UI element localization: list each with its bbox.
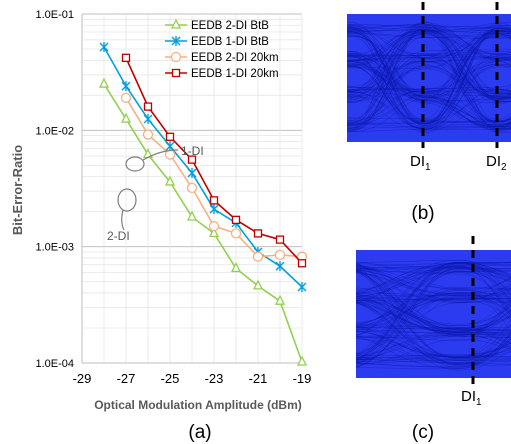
x-tick-label: -21 bbox=[249, 371, 268, 386]
eye-c-caption: (c) bbox=[412, 422, 434, 443]
data-point bbox=[209, 204, 219, 215]
y-tick-label: 1.0E-02 bbox=[35, 125, 74, 137]
data-point bbox=[275, 261, 285, 272]
data-point bbox=[275, 235, 285, 244]
data-point bbox=[171, 68, 181, 78]
y-tick-label: 1.0E-03 bbox=[35, 242, 74, 254]
y-axis-label: Bit-Error-Ratio bbox=[10, 145, 25, 235]
legend-label: EEDB 2-DI BtB bbox=[191, 20, 269, 32]
data-point bbox=[98, 77, 110, 88]
data-point bbox=[121, 53, 131, 62]
y-tick-label: 1.0E-01 bbox=[35, 9, 74, 21]
legend: EEDB 2-DI BtB EEDB 1-DI BtB EEDB 2-DI 20km… bbox=[165, 18, 279, 80]
data-point bbox=[208, 221, 220, 232]
data-point bbox=[231, 215, 241, 225]
x-tick-label: -29 bbox=[73, 371, 92, 386]
data-point bbox=[252, 279, 264, 290]
data-point bbox=[297, 259, 307, 268]
data-point bbox=[297, 282, 307, 293]
data-point bbox=[274, 249, 286, 261]
data-point bbox=[186, 210, 198, 221]
annotation-1-di-label: 1-DI bbox=[181, 144, 204, 158]
x-tick-label: -23 bbox=[205, 371, 224, 386]
data-point bbox=[187, 167, 197, 178]
series-eedb-2-di-20km bbox=[120, 92, 308, 262]
x-tick-label: -25 bbox=[161, 371, 180, 386]
x-tick-label: -19 bbox=[293, 371, 312, 386]
annotation-2-di: 2-DI bbox=[107, 188, 137, 243]
eye-trace-bundle bbox=[347, 21, 511, 133]
chart-caption: (a) bbox=[188, 422, 211, 443]
series-eedb-2-di-btb bbox=[98, 77, 308, 366]
ber-chart: 1.0E-011.0E-021.0E-031.0E-04 -29 -27 -25 -2… bbox=[10, 9, 311, 443]
data-point bbox=[120, 112, 132, 123]
series-group bbox=[98, 42, 308, 366]
annotation-1-di: 1-DI bbox=[125, 144, 204, 172]
series-line bbox=[103, 83, 303, 363]
eye-b-di2-label: DI2 bbox=[486, 153, 507, 173]
series-eedb-1-di-20km bbox=[121, 53, 307, 268]
eye-c-di1-label: DI1 bbox=[461, 388, 482, 408]
y-tick-label: 1.0E-04 bbox=[35, 358, 74, 370]
legend-label: EEDB 2-DI 20km bbox=[191, 52, 279, 64]
data-point bbox=[164, 175, 176, 186]
data-point bbox=[170, 51, 182, 63]
eye-b-traces bbox=[347, 21, 511, 133]
data-point bbox=[253, 229, 263, 238]
x-tick-label: -27 bbox=[117, 371, 136, 386]
data-point bbox=[170, 18, 182, 29]
data-point bbox=[208, 226, 220, 238]
data-point bbox=[120, 92, 132, 104]
data-point bbox=[143, 102, 153, 111]
series-line bbox=[103, 46, 303, 288]
data-point bbox=[121, 81, 131, 92]
data-point bbox=[99, 42, 109, 53]
data-point bbox=[274, 294, 286, 305]
eye-trace-bundle bbox=[356, 259, 511, 371]
eye-diagram-c: DI1 (c) bbox=[356, 236, 511, 443]
data-point bbox=[296, 355, 308, 366]
data-point bbox=[252, 251, 264, 262]
x-axis-label: Optical Modulation Amplitude (dBm) bbox=[94, 398, 302, 412]
eye-b-di1-label: DI1 bbox=[410, 153, 431, 173]
data-point bbox=[187, 155, 197, 164]
legend-label: EEDB 1-DI 20km bbox=[191, 68, 279, 80]
data-point bbox=[142, 129, 154, 140]
legend-label: EEDB 1-DI BtB bbox=[191, 36, 269, 48]
y-tick-labels: 1.0E-01 1.0E-02 1.0E-03 1.0E-04 bbox=[35, 9, 74, 370]
legend-entry: EEDB 2-DI BtB bbox=[165, 18, 269, 32]
data-point bbox=[209, 196, 219, 205]
eye-b-caption: (b) bbox=[411, 203, 434, 224]
legend-entry: EEDB 1-DI BtB bbox=[165, 36, 269, 48]
x-tick-labels: -29 -27 -25 -23 -21 -19 bbox=[73, 371, 312, 386]
data-point bbox=[165, 132, 175, 141]
legend-entry: EEDB 1-DI 20km bbox=[165, 68, 279, 80]
data-point bbox=[171, 36, 181, 46]
data-point bbox=[230, 228, 242, 239]
eye-c-traces bbox=[356, 259, 511, 371]
data-point bbox=[230, 261, 242, 273]
data-point bbox=[143, 114, 153, 125]
annotation-2-di-label: 2-DI bbox=[107, 229, 130, 243]
eye-diagram-b: DI1 DI2 (b) bbox=[347, 2, 511, 224]
data-point bbox=[186, 182, 198, 194]
legend-entry: EEDB 2-DI 20km bbox=[165, 51, 279, 64]
